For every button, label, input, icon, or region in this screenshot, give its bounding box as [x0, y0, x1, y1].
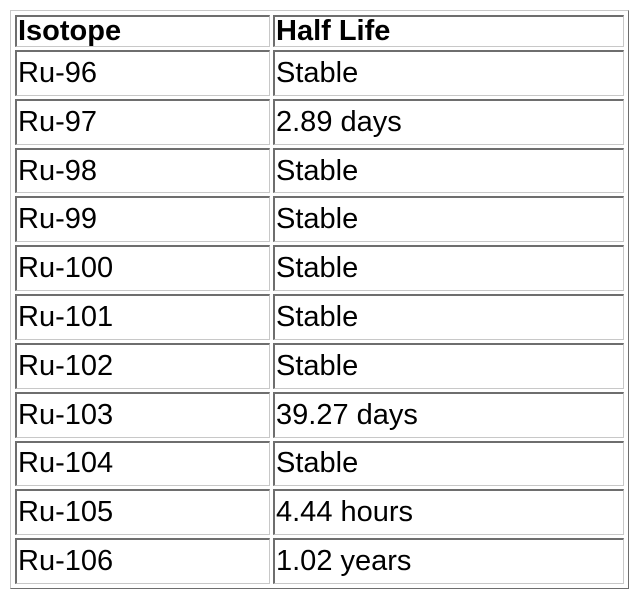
table-row: Ru-99 Stable — [15, 196, 624, 243]
half-life-cell: Stable — [273, 342, 624, 389]
isotope-cell: Ru-100 — [15, 245, 270, 292]
half-life-cell: Stable — [273, 294, 624, 340]
isotope-cell: Ru-97 — [15, 98, 270, 145]
table-row: Ru-102 Stable — [15, 342, 624, 389]
isotope-cell: Ru-106 — [15, 538, 270, 584]
isotope-cell: Ru-96 — [15, 50, 270, 96]
half-life-cell: 1.02 years — [273, 538, 624, 584]
table-row: Ru-96 Stable — [15, 50, 624, 96]
half-life-cell: Stable — [273, 440, 624, 487]
isotope-table-frame: Isotope Half Life Ru-96 Stable Ru-97 2.8… — [10, 10, 629, 589]
table-row: Ru-106 1.02 years — [15, 538, 624, 584]
isotope-cell: Ru-102 — [15, 342, 270, 389]
header-half-life: Half Life — [273, 15, 624, 47]
half-life-cell: 39.27 days — [273, 391, 624, 438]
half-life-cell: 4.44 hours — [273, 489, 624, 536]
half-life-cell: Stable — [273, 245, 624, 292]
half-life-cell: Stable — [273, 196, 624, 243]
half-life-cell: Stable — [273, 50, 624, 96]
table-row: Ru-104 Stable — [15, 440, 624, 487]
table-row: Ru-97 2.89 days — [15, 98, 624, 145]
isotope-cell: Ru-103 — [15, 391, 270, 438]
table-row: Ru-101 Stable — [15, 294, 624, 340]
isotope-cell: Ru-104 — [15, 440, 270, 487]
isotope-half-life-table: Isotope Half Life Ru-96 Stable Ru-97 2.8… — [12, 12, 627, 587]
header-isotope: Isotope — [15, 15, 270, 47]
half-life-cell: 2.89 days — [273, 98, 624, 145]
half-life-cell: Stable — [273, 147, 624, 194]
isotope-cell: Ru-98 — [15, 147, 270, 194]
isotope-cell: Ru-101 — [15, 294, 270, 340]
table-header-row: Isotope Half Life — [15, 15, 624, 47]
table-row: Ru-103 39.27 days — [15, 391, 624, 438]
table-row: Ru-100 Stable — [15, 245, 624, 292]
table-row: Ru-105 4.44 hours — [15, 489, 624, 536]
table-row: Ru-98 Stable — [15, 147, 624, 194]
isotope-cell: Ru-105 — [15, 489, 270, 536]
isotope-cell: Ru-99 — [15, 196, 270, 243]
